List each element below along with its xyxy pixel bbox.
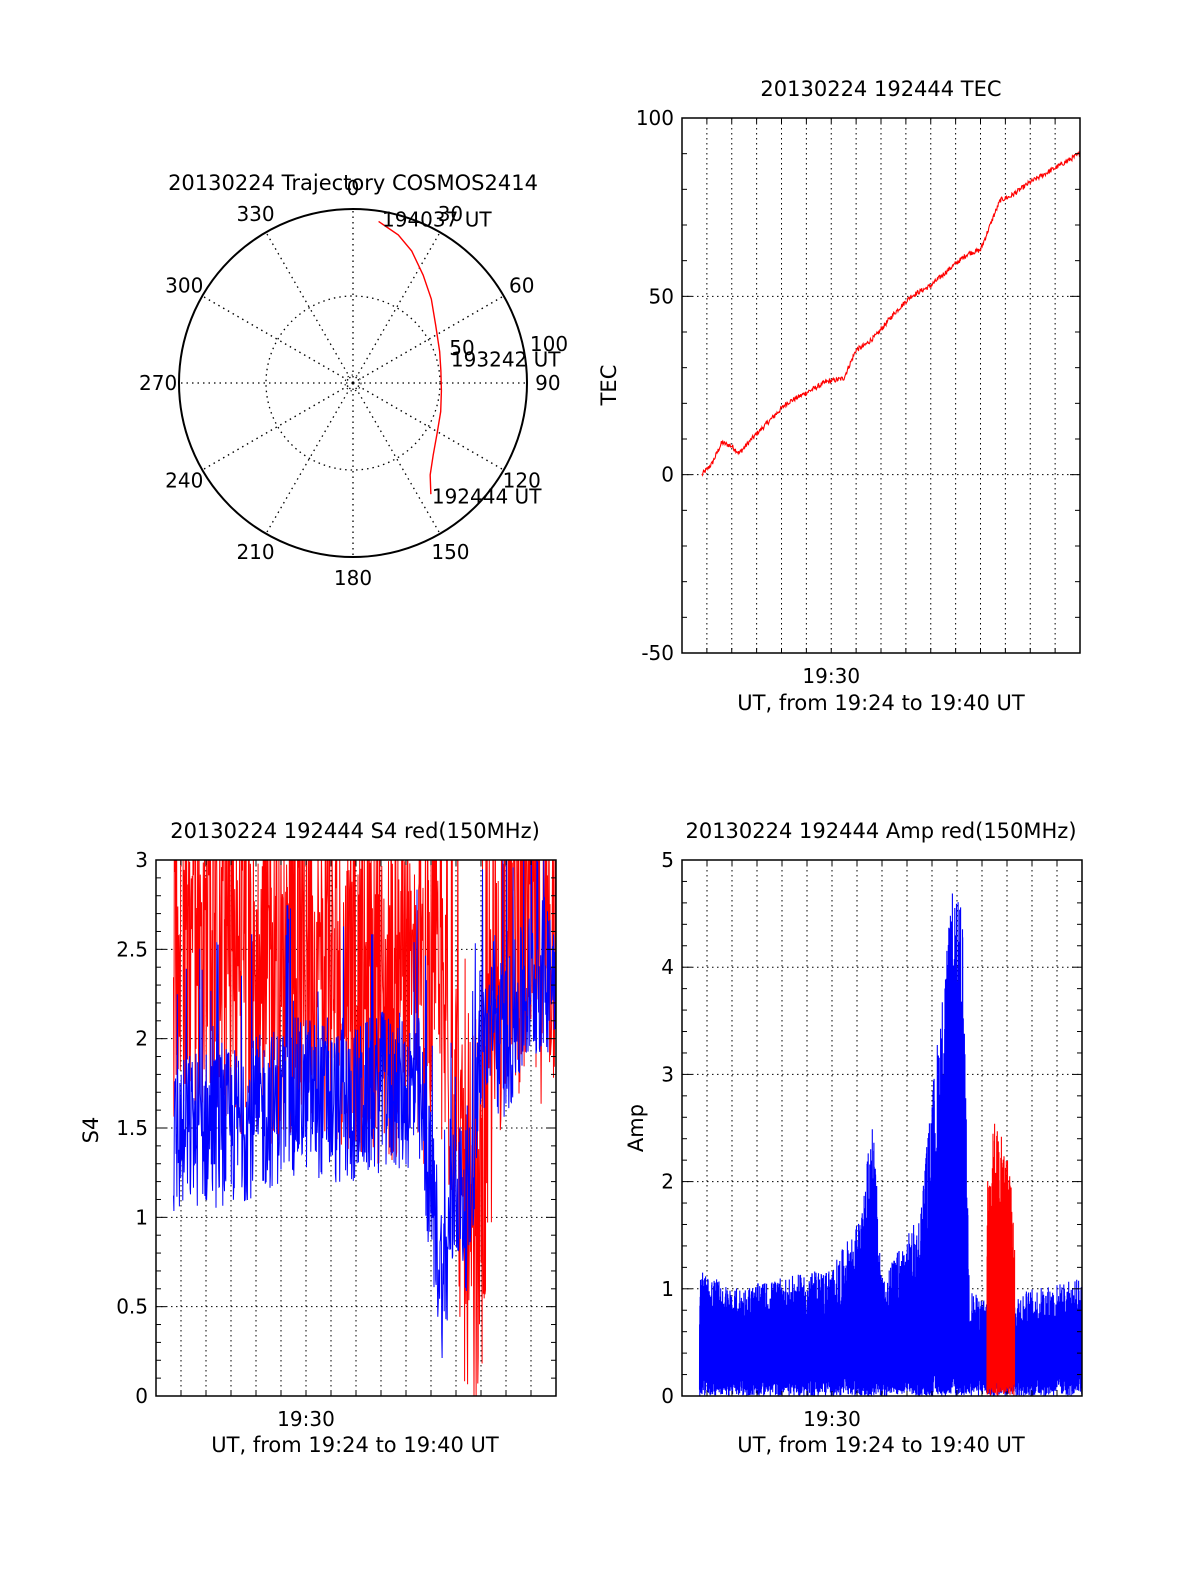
polar-azimuth-tick-label: 30 [438, 202, 463, 226]
polar-center-ring [344, 374, 362, 392]
polar-azimuth-tick-label: 270 [139, 371, 177, 395]
polar-tick-labels: 0 30 60 90 120 150 180 210 240 270 300 330 50 100 [139, 176, 568, 590]
trajectory-line [378, 220, 443, 495]
tick-marks [681, 117, 1081, 654]
y-tick-label: 0.5 [116, 1295, 148, 1319]
polar-spoke [352, 295, 505, 384]
y-tick-label: 0 [661, 1384, 674, 1408]
amp-title: 20130224 192444 Amp red(150MHz) [685, 819, 1076, 843]
amp-blue-line [698, 893, 1082, 1396]
y-tick-label: 1 [135, 1205, 148, 1229]
polar-azimuth-tick-label: 0 [347, 176, 360, 200]
polar-spoke [352, 231, 441, 384]
y-tick-label: 100 [636, 106, 674, 130]
s4-blue-line [173, 860, 556, 1359]
x-tick-label: 19:30 [803, 1407, 861, 1431]
s4-chart: 20130224 192444 S4 red(150MHz) UT, from … [79, 819, 557, 1457]
polar-azimuth-tick-label: 210 [236, 540, 274, 564]
polar-spoke [265, 382, 354, 535]
s4-red-line [173, 860, 556, 1396]
y-tick-label: 50 [649, 284, 674, 308]
trajectory-time-label: 193242 UT [451, 348, 561, 372]
s4-xlabel: UT, from 19:24 to 19:40 UT [211, 1433, 499, 1457]
polar-spoke [201, 382, 354, 471]
y-tick-label: 3 [135, 848, 148, 872]
tec-chart: 20130224 192444 TEC UT, from 19:24 to 19… [597, 77, 1081, 715]
polar-azimuth-tick-label: 180 [334, 566, 372, 590]
polar-azimuth-tick-label: 150 [431, 540, 469, 564]
polar-outer-ring [178, 208, 528, 558]
polar-spoke [265, 231, 354, 384]
y-tick-label: 3 [661, 1062, 674, 1086]
series-group [701, 150, 1080, 477]
polar-azimuth-tick-label: 120 [503, 468, 541, 492]
polar-series [378, 220, 443, 495]
y-tick-label: 5 [661, 848, 674, 872]
trajectory-polar-chart: 20130224 Trajectory COSMOS2414 0 30 60 90 12… [139, 171, 568, 590]
y-tick-label: 0 [661, 463, 674, 487]
series-group [173, 860, 556, 1396]
x-tick-label: 19:30 [802, 664, 860, 688]
polar-spoke [201, 295, 354, 384]
amp-chart: 20130224 192444 Amp red(150MHz) UT, from… [624, 819, 1083, 1457]
polar-azimuth-tick-label: 240 [165, 468, 203, 492]
polar-azimuth-tick-label: 90 [535, 371, 560, 395]
y-tick-label: 2.5 [116, 937, 148, 961]
polar-spoke [352, 382, 441, 535]
polar-spoke [352, 382, 505, 471]
polar-azimuth-tick-label: 60 [509, 274, 534, 298]
polar-radial-tick-label: 50 [449, 336, 474, 360]
s4-title: 20130224 192444 S4 red(150MHz) [170, 819, 540, 843]
amp-red-line [986, 1123, 1016, 1396]
y-tick-label: 1.5 [116, 1116, 148, 1140]
polar-grid [178, 208, 528, 558]
amp-xlabel: UT, from 19:24 to 19:40 UT [737, 1433, 1025, 1457]
y-tick-label: 4 [661, 955, 674, 979]
series-group [698, 893, 1082, 1396]
polar-azimuth-tick-label: 330 [236, 202, 274, 226]
x-tick-label: 19:30 [277, 1407, 335, 1431]
polar-inner-ring [265, 295, 441, 471]
polar-annotations: 194037 UT 193242 UT 192444 UT [382, 207, 561, 508]
y-tick-label: 2 [661, 1170, 674, 1194]
amp-ylabel: Amp [624, 1104, 648, 1152]
y-tick-label: 0 [135, 1384, 148, 1408]
trajectory-time-label: 192444 UT [432, 485, 542, 509]
tick-marks [681, 859, 1083, 1397]
y-tick-label: -50 [641, 641, 674, 665]
polar-azimuth-tick-label: 300 [165, 274, 203, 298]
y-tick-label: 2 [135, 1027, 148, 1051]
polar-title: 20130224 Trajectory COSMOS2414 [168, 171, 538, 195]
tec-title: 20130224 192444 TEC [760, 77, 1001, 101]
polar-radial-tick-label: 100 [530, 332, 568, 356]
y-tick-label: 1 [661, 1277, 674, 1301]
tec-line [701, 150, 1080, 477]
s4-ylabel: S4 [79, 1117, 103, 1144]
tec-xlabel: UT, from 19:24 to 19:40 UT [737, 691, 1025, 715]
tick-marks [155, 859, 557, 1397]
tec-ylabel: TEC [597, 365, 621, 407]
trajectory-time-label: 194037 UT [382, 207, 492, 231]
